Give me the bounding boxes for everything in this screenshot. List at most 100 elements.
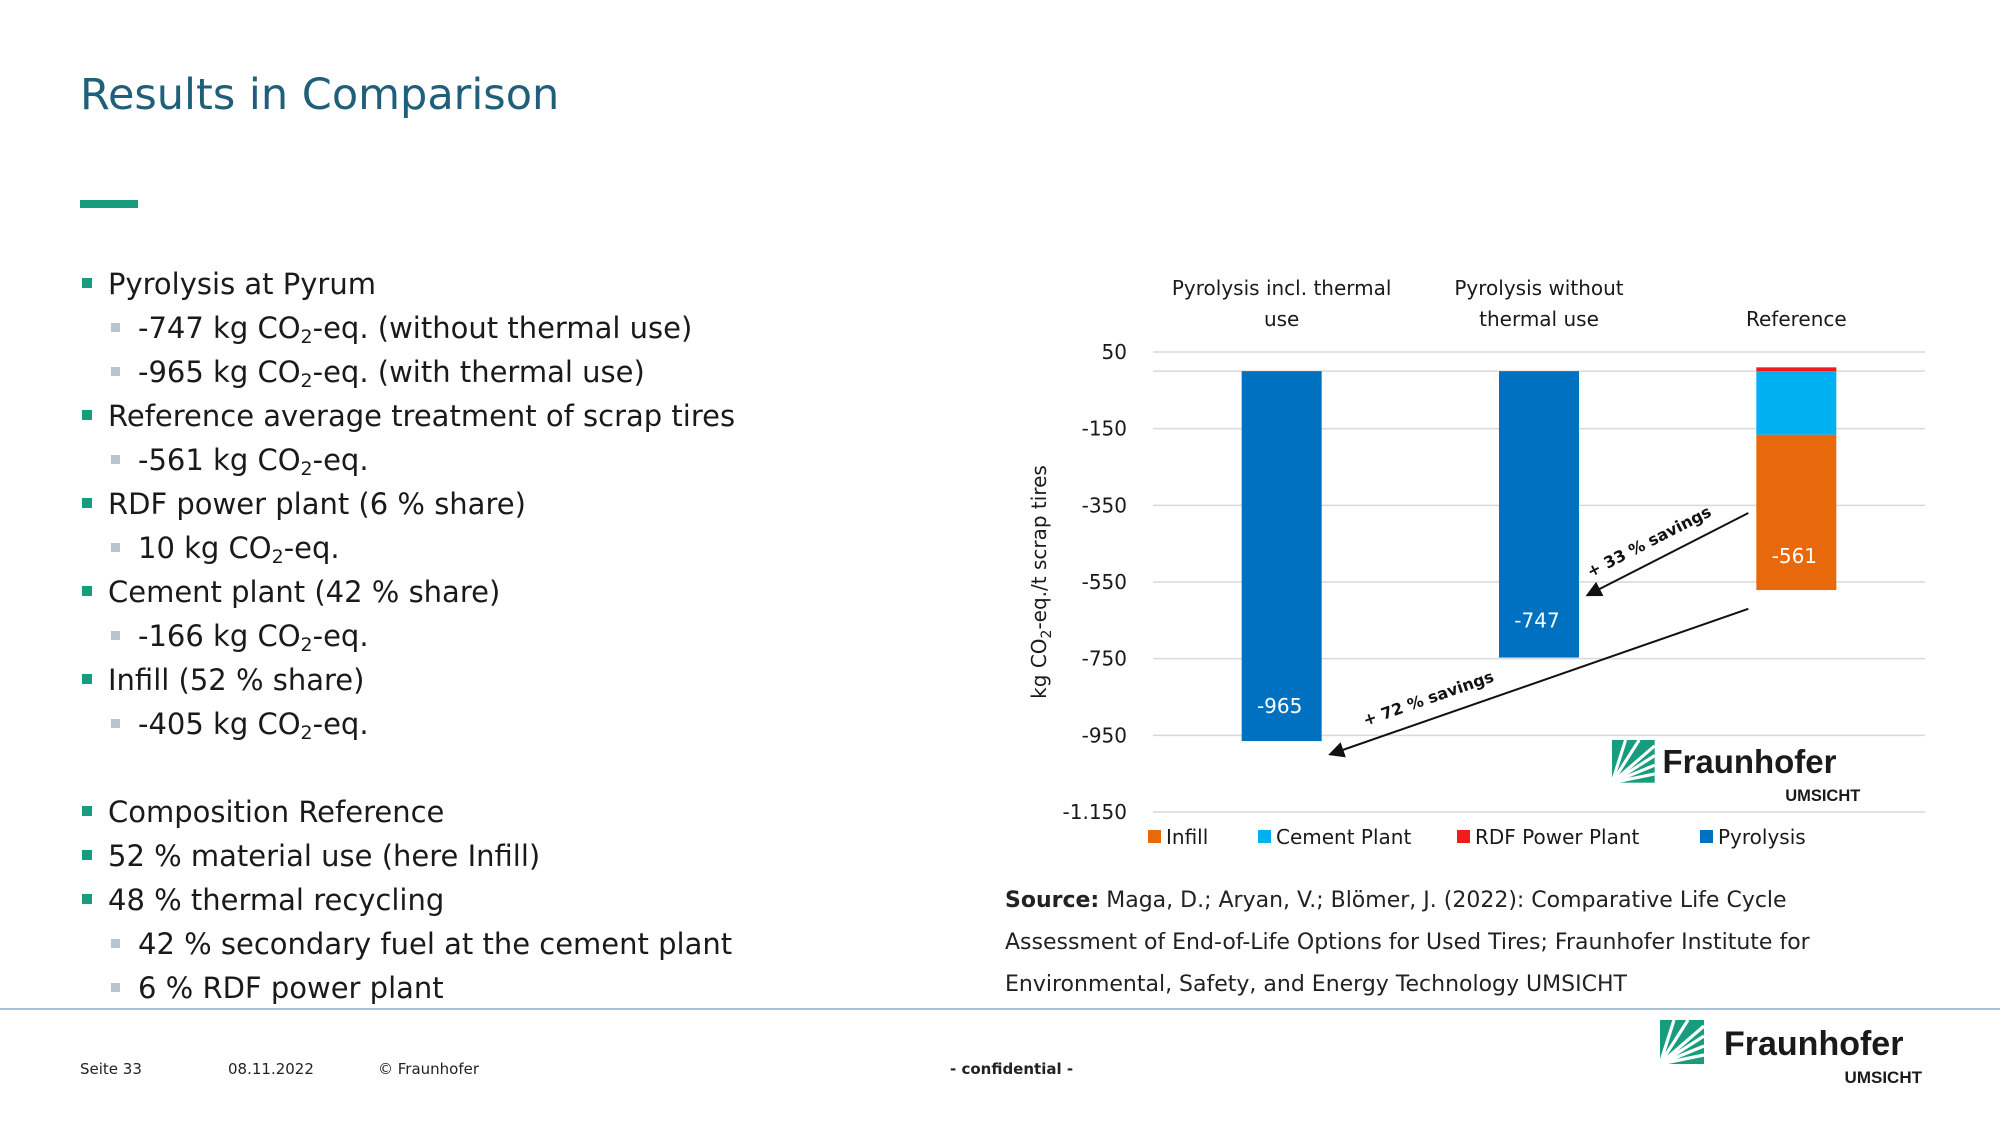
source-label: Source: bbox=[1005, 888, 1100, 913]
bullet-text: RDF power plant (6 % share) bbox=[108, 487, 526, 521]
y-tick-label: 50 bbox=[1102, 340, 1127, 364]
legend-label-pyrolysis: Pyrolysis bbox=[1718, 825, 1806, 849]
fraunhofer-logo-chart: Fraunhofer UMSICHT bbox=[1610, 739, 1860, 805]
bullet-item: Pyrolysis at Pyrum bbox=[80, 262, 980, 306]
y-tick-label: -1.150 bbox=[1063, 800, 1127, 824]
page-title: Results in Comparison bbox=[80, 70, 560, 120]
bullet-item: 52 % material use (here Infill) bbox=[80, 834, 980, 878]
category-label: Pyrolysis incl. thermal bbox=[1172, 276, 1392, 300]
sub-bullet-item: 10 kg CO2-eq. bbox=[80, 526, 980, 570]
bar-rdf-power-plant bbox=[1756, 367, 1837, 372]
bullet-text: Composition Reference bbox=[108, 795, 445, 829]
bar-cement-plant bbox=[1756, 371, 1837, 435]
sub-bullet-item: -405 kg CO2-eq. bbox=[80, 702, 980, 746]
y-axis-label-sub: 2 bbox=[1039, 630, 1055, 639]
chart-container: 50 -150 -350 -550 -750 -950 -1.150 kg CO2-eq./t… bbox=[1000, 270, 1960, 860]
bullet-text-pre: -965 kg CO bbox=[138, 355, 301, 389]
source-citation: Source: Maga, D.; Aryan, V.; Blömer, J. … bbox=[1005, 880, 1920, 1006]
y-tick-label: -350 bbox=[1082, 493, 1127, 517]
logo-wordmark: Fraunhofer bbox=[1724, 1025, 1903, 1063]
fraunhofer-logo-icon bbox=[1610, 739, 1656, 785]
y-axis-label-pre: kg CO bbox=[1027, 638, 1051, 698]
legend-swatch-rdf-power-plant bbox=[1457, 830, 1470, 843]
category-label: Reference bbox=[1746, 307, 1847, 331]
footer-page-number: Seite 33 bbox=[80, 1060, 142, 1078]
bullet-item: 48 % thermal recycling bbox=[80, 878, 980, 922]
bullet-text: Reference average treatment of scrap tir… bbox=[108, 399, 736, 433]
footer-confidential: - confidential - bbox=[950, 1060, 1074, 1078]
bullet-text-post: -eq. (without thermal use) bbox=[312, 311, 693, 345]
category-label: Pyrolysis without bbox=[1454, 276, 1623, 300]
y-tick-label: -950 bbox=[1082, 723, 1127, 747]
legend-swatch-cement-plant bbox=[1258, 830, 1271, 843]
bullet-text: Infill (52 % share) bbox=[108, 663, 365, 697]
bullet-list: Pyrolysis at Pyrum -747 kg CO2-eq. (witho… bbox=[80, 262, 980, 1010]
legend-swatch-infill bbox=[1148, 830, 1161, 843]
legend-label-infill: Infill bbox=[1166, 825, 1208, 849]
bullet-text-post: -eq. bbox=[312, 619, 369, 653]
bullet-text-sub: 2 bbox=[300, 458, 313, 480]
bullet-spacer bbox=[80, 746, 980, 790]
legend-label-cement-plant: Cement Plant bbox=[1276, 825, 1411, 849]
bar-pyrolysis bbox=[1499, 371, 1579, 658]
sub-bullet-item: 42 % secondary fuel at the cement plant bbox=[80, 922, 980, 966]
bar-infill bbox=[1756, 434, 1837, 591]
y-axis-label-post: -eq./t scrap tires bbox=[1027, 465, 1051, 629]
bullet-text-pre: -166 kg CO bbox=[138, 619, 301, 653]
y-axis-label: kg CO2-eq./t scrap tires bbox=[1027, 465, 1055, 699]
bullet-text-sub: 2 bbox=[300, 370, 313, 392]
fraunhofer-logo-icon bbox=[1660, 1020, 1706, 1066]
sub-bullet-item: -561 kg CO2-eq. bbox=[80, 438, 980, 482]
bullet-item: Infill (52 % share) bbox=[80, 658, 980, 702]
sub-bullet-item: -747 kg CO2-eq. (without thermal use) bbox=[80, 306, 980, 350]
y-tick-label: -550 bbox=[1082, 570, 1127, 594]
legend-label-rdf-power-plant: RDF Power Plant bbox=[1475, 825, 1640, 849]
footer-divider bbox=[0, 1008, 2000, 1010]
bullet-text: 42 % secondary fuel at the cement plant bbox=[138, 927, 733, 961]
savings-arrow bbox=[1585, 512, 1749, 597]
logo-icon-stripes bbox=[1610, 739, 1656, 785]
bullet-item: Reference average treatment of scrap tir… bbox=[80, 394, 980, 438]
bullet-text: 52 % material use (here Infill) bbox=[108, 839, 541, 873]
category-label: thermal use bbox=[1479, 307, 1599, 331]
bullet-text-pre: 10 kg CO bbox=[138, 531, 272, 565]
sub-bullet-item: 6 % RDF power plant bbox=[80, 966, 980, 1010]
y-tick-label: -750 bbox=[1082, 647, 1127, 671]
bullet-text: 6 % RDF power plant bbox=[138, 971, 444, 1005]
sub-bullet-item: -965 kg CO2-eq. (with thermal use) bbox=[80, 350, 980, 394]
total-data-label: -747 bbox=[1514, 609, 1559, 633]
title-accent-bar bbox=[80, 200, 138, 208]
bullet-text: Cement plant (42 % share) bbox=[108, 575, 501, 609]
bullet-text-pre: -747 kg CO bbox=[138, 311, 301, 345]
logo-subtitle: UMSICHT bbox=[1845, 1068, 1923, 1087]
legend-swatch-pyrolysis bbox=[1700, 830, 1713, 843]
y-tick-label: -150 bbox=[1082, 417, 1127, 441]
category-label: use bbox=[1264, 307, 1299, 331]
bullet-text-post: -eq. bbox=[312, 443, 369, 477]
bullet-text-sub: 2 bbox=[300, 722, 313, 744]
source-text: Maga, D.; Aryan, V.; Blömer, J. (2022): … bbox=[1005, 888, 1810, 997]
fraunhofer-logo-footer: Fraunhofer UMSICHT bbox=[1660, 1020, 1923, 1087]
bullet-item: Cement plant (42 % share) bbox=[80, 570, 980, 614]
bullet-text-sub: 2 bbox=[300, 326, 313, 348]
total-data-label: -965 bbox=[1257, 694, 1302, 718]
logo-icon-stripes bbox=[1660, 1020, 1706, 1066]
sub-bullet-item: -166 kg CO2-eq. bbox=[80, 614, 980, 658]
bullet-text-sub: 2 bbox=[271, 546, 284, 568]
bullet-text-post: -eq. bbox=[312, 707, 369, 741]
bullet-text-pre: -405 kg CO bbox=[138, 707, 301, 741]
bullet-text-sub: 2 bbox=[300, 634, 313, 656]
bullet-text-post: -eq. bbox=[283, 531, 340, 565]
stacked-bar-chart: 50 -150 -350 -550 -750 -950 -1.150 kg CO2-eq./t… bbox=[1027, 276, 1925, 849]
savings-arrow bbox=[1328, 607, 1749, 758]
bullet-text-pre: -561 kg CO bbox=[138, 443, 301, 477]
footer-copyright: © Fraunhofer bbox=[378, 1060, 480, 1078]
footer-date: 08.11.2022 bbox=[228, 1060, 314, 1078]
logo-wordmark: Fraunhofer bbox=[1662, 743, 1836, 780]
bullet-item: RDF power plant (6 % share) bbox=[80, 482, 980, 526]
bar-pyrolysis bbox=[1241, 371, 1322, 742]
savings-annotation: + 33 % savings bbox=[1584, 502, 1715, 581]
logo-subtitle: UMSICHT bbox=[1785, 787, 1860, 805]
bullet-text-post: -eq. (with thermal use) bbox=[312, 355, 645, 389]
bullet-text: 48 % thermal recycling bbox=[108, 883, 445, 917]
